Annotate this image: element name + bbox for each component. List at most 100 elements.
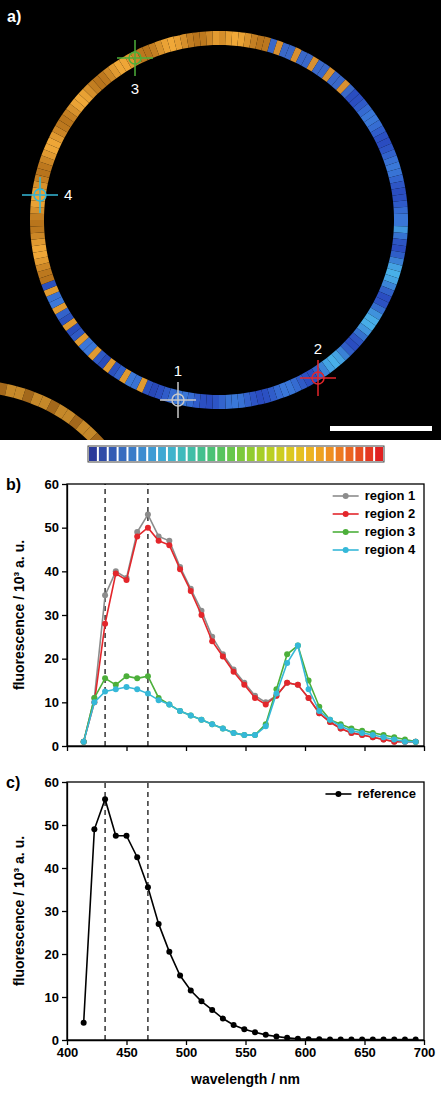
- series-marker: [306, 1036, 312, 1040]
- series-marker: [102, 592, 108, 598]
- colorbar-cell: [158, 447, 166, 461]
- region-marker-line: [177, 382, 179, 418]
- series-marker: [295, 643, 301, 649]
- series-marker: [81, 739, 87, 745]
- y-tick-mark: [62, 615, 67, 616]
- series-marker: [284, 660, 290, 666]
- series-marker: [145, 525, 151, 531]
- x-tick-mark: [424, 746, 425, 751]
- y-tick: 60: [45, 775, 67, 790]
- x-tick-mark: [305, 746, 306, 751]
- series-marker: [413, 1037, 419, 1040]
- series-marker: [177, 708, 183, 714]
- x-tick-mark: [67, 746, 68, 751]
- series-marker: [220, 726, 226, 732]
- series-marker: [273, 1034, 279, 1040]
- x-tick: 650: [354, 1040, 376, 1060]
- series-marker: [370, 732, 376, 738]
- series-line: [84, 515, 416, 742]
- series-marker: [145, 691, 151, 697]
- series-marker: [113, 571, 119, 577]
- series-marker: [413, 739, 419, 745]
- x-tick-label: 450: [116, 1045, 138, 1060]
- y-tick-label: 40: [45, 861, 59, 876]
- colorbar-cell: [296, 447, 304, 461]
- series-marker: [188, 588, 194, 594]
- series-marker: [241, 682, 247, 688]
- y-tick: 0: [52, 1033, 67, 1048]
- colorbar-cell: [109, 447, 117, 461]
- series-marker: [188, 988, 194, 994]
- series-marker: [113, 686, 119, 692]
- y-tick: 40: [45, 564, 67, 579]
- series-marker: [348, 1037, 354, 1040]
- vesicle-segment: [393, 200, 407, 208]
- y-tick-mark: [62, 1040, 67, 1041]
- series-marker: [413, 739, 419, 745]
- colorbar-cell: [168, 447, 176, 461]
- colorbar-cell: [188, 447, 196, 461]
- reference-line: [104, 484, 105, 746]
- series-marker: [402, 1037, 408, 1040]
- y-tick-label: 60: [45, 775, 59, 790]
- vesicle-segment: [394, 226, 408, 233]
- x-tick-mark: [186, 746, 187, 751]
- region-marker: [22, 177, 58, 213]
- y-axis-title: fluorescence / 10³ a. u.: [11, 836, 27, 986]
- colorbar-cell: [355, 447, 363, 461]
- colorbar-cell: [365, 447, 373, 461]
- scale-bar: [330, 426, 432, 431]
- vesicle-segment: [212, 31, 219, 45]
- series-marker: [134, 675, 140, 681]
- region-marker-line: [39, 177, 41, 213]
- series-marker: [81, 739, 87, 745]
- y-tick-mark: [62, 746, 67, 747]
- series-marker: [359, 1037, 365, 1040]
- y-tick-label: 40: [45, 564, 59, 579]
- series-marker: [102, 621, 108, 627]
- image-background: [0, 0, 441, 440]
- series-marker: [166, 949, 172, 955]
- x-tick: 600: [295, 1040, 317, 1060]
- series-marker: [359, 730, 365, 736]
- y-axis: 0102030405060: [45, 477, 68, 754]
- series-marker: [102, 796, 108, 802]
- series-marker: [252, 695, 258, 701]
- series-marker: [284, 651, 290, 657]
- series-marker: [209, 721, 215, 727]
- x-tick: [305, 746, 306, 751]
- series-marker: [220, 1016, 226, 1022]
- legend-label: region 3: [365, 524, 416, 539]
- x-tick-label: 550: [235, 1045, 257, 1060]
- region-label: 3: [131, 80, 139, 97]
- series-marker: [209, 1007, 215, 1013]
- colorbar-cell: [247, 447, 255, 461]
- y-tick-mark: [62, 997, 67, 998]
- series-marker: [220, 653, 226, 659]
- y-tick: 50: [45, 520, 67, 535]
- y-tick-label: 60: [45, 477, 59, 492]
- y-tick-mark: [62, 911, 67, 912]
- y-tick-mark: [62, 484, 67, 485]
- series-marker: [91, 699, 97, 705]
- series-marker: [145, 512, 151, 518]
- colorbar-cell: [286, 447, 294, 461]
- series-marker: [198, 717, 204, 723]
- series-marker: [231, 1022, 237, 1028]
- reference-line: [104, 782, 105, 1040]
- series-marker: [327, 1037, 333, 1040]
- colorbar-cell: [217, 447, 225, 461]
- series-marker: [252, 732, 258, 738]
- legend-swatch-marker: [343, 511, 349, 517]
- legend-swatch-marker: [343, 529, 349, 535]
- series-marker: [295, 643, 301, 649]
- y-tick-label: 20: [45, 651, 59, 666]
- y-tick-label: 50: [45, 520, 59, 535]
- y-tick-mark: [62, 868, 67, 869]
- series-line: [84, 646, 416, 742]
- series-marker: [209, 721, 215, 727]
- x-axis-title: wavelength / nm: [190, 1071, 300, 1087]
- reference-line: [147, 782, 148, 1040]
- plot-frame: [67, 484, 424, 746]
- series-marker: [284, 1035, 290, 1040]
